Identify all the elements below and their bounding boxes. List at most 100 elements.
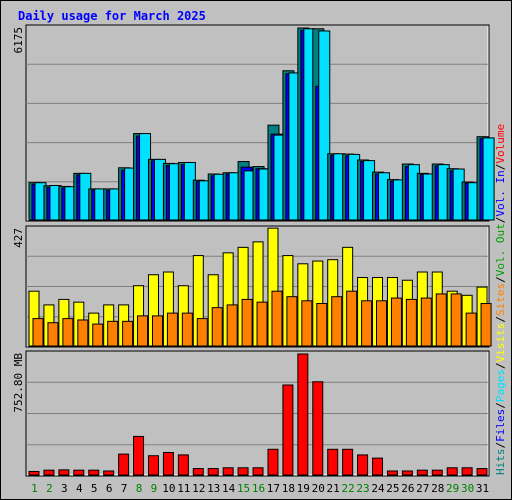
bar-volume-day-27 bbox=[416, 469, 428, 476]
bar-sites-day-19 bbox=[301, 300, 313, 347]
bar-sites-day-9 bbox=[151, 315, 163, 347]
legend-entry: / bbox=[494, 362, 507, 369]
bar-sites-day-26 bbox=[405, 298, 417, 347]
legend-entry: Hits bbox=[494, 449, 507, 476]
bar-sites-day-31 bbox=[480, 303, 492, 347]
bar-sites-day-1 bbox=[32, 318, 44, 347]
x-tick-label: 8 bbox=[136, 482, 143, 495]
bar-volume-day-17 bbox=[267, 448, 279, 476]
legend-entry: Pages bbox=[494, 369, 507, 402]
legend-entry: / bbox=[494, 276, 507, 283]
x-tick-label: 23 bbox=[356, 482, 369, 495]
bar-sites-day-30 bbox=[465, 312, 477, 347]
bar-sites-day-6 bbox=[107, 320, 119, 347]
bar-sites-day-29 bbox=[450, 293, 462, 347]
bar-sites-day-22 bbox=[346, 290, 358, 347]
bar-sites-day-10 bbox=[166, 312, 178, 347]
x-tick-label: 28 bbox=[431, 482, 444, 495]
bar-volume-day-20 bbox=[312, 381, 324, 476]
legend-entry: / bbox=[494, 164, 507, 171]
x-tick-label: 4 bbox=[76, 482, 83, 495]
bar-volume-day-31 bbox=[476, 468, 488, 476]
x-tick-label: 24 bbox=[371, 482, 385, 495]
bar-volume-day-22 bbox=[342, 448, 354, 476]
bar-sites-day-7 bbox=[122, 320, 134, 347]
bar-sites-day-11 bbox=[181, 312, 193, 347]
bar-volume-day-23 bbox=[357, 454, 369, 476]
bar-sites-day-8 bbox=[137, 315, 149, 347]
bar-volume-day-10 bbox=[162, 451, 174, 476]
x-tick-label: 19 bbox=[297, 482, 310, 495]
x-tick-label: 2 bbox=[46, 482, 53, 495]
x-tick-label: 17 bbox=[267, 482, 280, 495]
bar-volume-day-30 bbox=[461, 467, 473, 476]
x-tick-label: 26 bbox=[401, 482, 414, 495]
bar-sites-day-3 bbox=[62, 318, 74, 347]
bar-sites-day-24 bbox=[376, 300, 388, 347]
bar-sites-day-5 bbox=[92, 323, 104, 347]
x-tick-label: 18 bbox=[282, 482, 295, 495]
bar-sites-day-14 bbox=[226, 304, 238, 347]
legend-entry: / bbox=[494, 402, 507, 409]
bar-volume-day-18 bbox=[282, 384, 294, 476]
bar-volume-day-16 bbox=[252, 467, 264, 476]
bar-sites-day-21 bbox=[331, 296, 343, 347]
bar-volume-day-14 bbox=[222, 467, 234, 476]
panel-visits-sites: 427 bbox=[12, 225, 492, 348]
bar-volume-day-5 bbox=[88, 469, 100, 476]
x-tick-label: 12 bbox=[192, 482, 205, 495]
x-tick-label: 25 bbox=[386, 482, 399, 495]
x-axis-labels: 1 2 3 4 5 6 7 8 9 10 11 12 13 14 15 16 17 18 19 20 21 22 23 24 2… bbox=[31, 482, 489, 495]
x-tick-label: 6 bbox=[106, 482, 113, 495]
bar-sites-day-20 bbox=[316, 303, 328, 347]
bar-volume-day-28 bbox=[431, 469, 443, 476]
bar-volume-day-25 bbox=[386, 470, 398, 476]
bar-volume-day-29 bbox=[446, 467, 458, 476]
bar-volume-day-7 bbox=[118, 453, 130, 476]
y-max-label: 752.80 MB bbox=[12, 353, 25, 413]
bar-sites-day-4 bbox=[77, 319, 89, 347]
x-tick-label: 16 bbox=[252, 482, 265, 495]
x-tick-label: 14 bbox=[222, 482, 236, 495]
bar-sites-day-25 bbox=[390, 297, 402, 347]
right-legend: Hits/Files/Pages/Visits/Sites/Vol. Out/V… bbox=[494, 124, 507, 475]
bar-sites-day-18 bbox=[286, 296, 298, 347]
panel-hits-files-pages: 6175 bbox=[12, 24, 495, 222]
x-tick-label: 3 bbox=[61, 482, 68, 495]
bar-volume-day-24 bbox=[372, 457, 384, 476]
panel-volume: 752.80 MB bbox=[12, 350, 490, 477]
bar-volume-day-6 bbox=[103, 470, 115, 476]
legend-entry: / bbox=[494, 217, 507, 224]
bar-volume-day-3 bbox=[58, 469, 70, 476]
x-tick-label: 27 bbox=[416, 482, 429, 495]
x-tick-label: 29 bbox=[446, 482, 459, 495]
legend-entry: Visits bbox=[494, 323, 507, 363]
x-tick-label: 15 bbox=[237, 482, 250, 495]
bar-volume-day-11 bbox=[177, 454, 189, 476]
x-tick-label: 13 bbox=[207, 482, 220, 495]
x-tick-label: 11 bbox=[177, 482, 190, 495]
x-tick-label: 10 bbox=[162, 482, 175, 495]
bar-sites-day-28 bbox=[435, 293, 447, 347]
bar-volume-day-12 bbox=[192, 468, 204, 476]
legend-entry: Vol. In bbox=[494, 170, 507, 216]
bar-sites-day-17 bbox=[271, 290, 283, 347]
legend-entry: Volume bbox=[494, 124, 507, 164]
legend-entry: Vol. Out bbox=[494, 223, 507, 276]
y-max-label: 6175 bbox=[12, 27, 25, 54]
x-tick-label: 31 bbox=[476, 482, 489, 495]
bar-sites-day-16 bbox=[256, 301, 268, 347]
bar-volume-day-21 bbox=[327, 448, 339, 476]
bar-sites-day-15 bbox=[241, 298, 253, 347]
bar-volume-day-2 bbox=[43, 469, 55, 476]
y-max-label: 427 bbox=[12, 228, 25, 248]
legend-entry: Sites bbox=[494, 283, 507, 316]
bar-pages-day-20 bbox=[318, 30, 331, 221]
bar-pages-day-31 bbox=[482, 137, 495, 221]
bar-volume-day-13 bbox=[207, 468, 219, 476]
bar-volume-day-8 bbox=[133, 435, 145, 476]
x-tick-label: 9 bbox=[151, 482, 158, 495]
x-tick-label: 21 bbox=[327, 482, 340, 495]
legend-entry: / bbox=[494, 442, 507, 449]
